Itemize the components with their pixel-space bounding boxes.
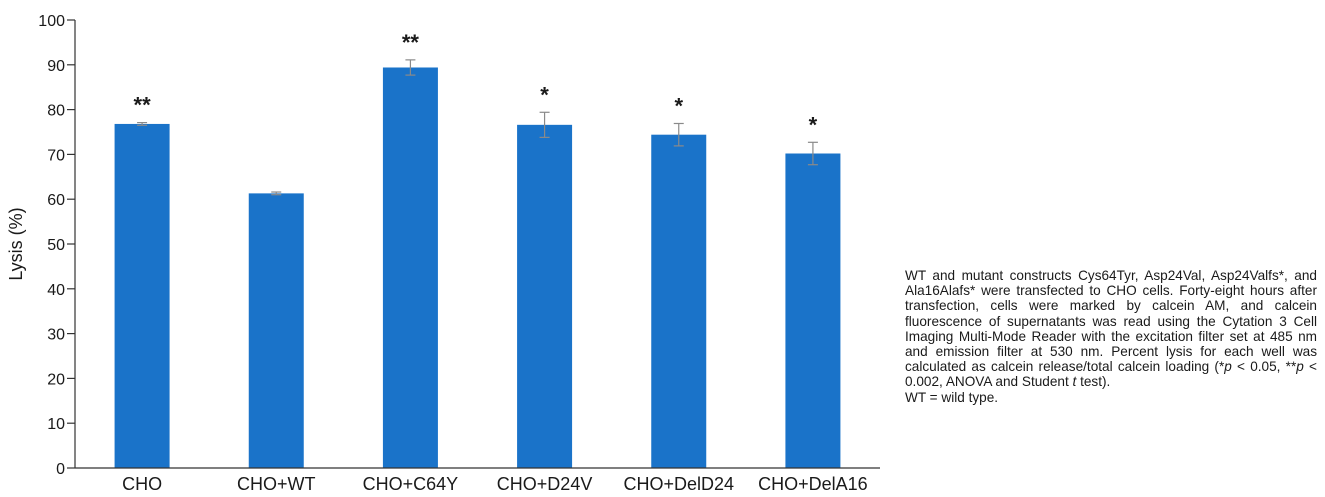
y-tick-label: 30 [47, 327, 65, 344]
x-tick-label: CHO+DelD24 [623, 474, 734, 494]
significance-marker: * [540, 82, 549, 107]
y-tick-label: 60 [47, 192, 65, 209]
significance-marker: * [674, 93, 683, 118]
caption-stat-1: < 0.05, ** [1231, 359, 1297, 375]
y-tick-label: 80 [47, 103, 65, 120]
y-tick-label: 40 [47, 282, 65, 299]
caption-p-symbol-2: p [1296, 359, 1304, 375]
bar [785, 153, 841, 468]
bar [114, 123, 170, 468]
x-axis: CHO CHO+WT CHO+C64Y CHO+D24V CHO+DelD24 CHO+D… [75, 467, 880, 494]
y-tick-label: 100 [38, 13, 65, 30]
caption-body: WT and mutant constructs Cys64Tyr, Asp24… [905, 268, 1317, 375]
significance-marker: ** [402, 30, 420, 55]
bar [248, 193, 304, 468]
x-tick-label: CHO+WT [237, 474, 316, 494]
y-tick-label: 70 [47, 147, 65, 164]
y-tick-label: 90 [47, 58, 65, 75]
caption-text: WT and mutant constructs Cys64Tyr, Asp24… [905, 268, 1317, 390]
y-axis-label: Lysis (%) [6, 207, 26, 280]
caption-abbreviation: WT = wild type. [905, 389, 999, 405]
bar [382, 67, 438, 468]
x-tick-label: CHO+D24V [497, 474, 593, 494]
bars: ***** ** [114, 30, 841, 469]
caption-end: test). [1076, 374, 1111, 390]
x-tick-label: CHO+C64Y [363, 474, 459, 494]
caption-stat-2: < 0.002, ANOVA and Student [905, 359, 1317, 390]
y-tick-label: 0 [56, 461, 65, 478]
figure-caption: WT and mutant constructs Cys64Tyr, Asp24… [905, 268, 1317, 405]
x-tick-label: CHO+DelA16 [758, 474, 868, 494]
significance-marker: ** [134, 93, 152, 118]
y-axis: 0 10 20 30 40 50 60 70 80 90 100 [38, 13, 76, 478]
y-tick-label: 50 [47, 237, 65, 254]
significance-marker: * [809, 112, 818, 137]
x-tick-label: CHO [122, 474, 162, 494]
caption-t-symbol: t [1072, 374, 1077, 390]
bar [651, 134, 707, 469]
y-tick-label: 10 [47, 416, 65, 433]
y-tick-label: 20 [47, 371, 65, 388]
caption-p-symbol-1: p [1224, 359, 1232, 375]
bar [517, 124, 573, 468]
